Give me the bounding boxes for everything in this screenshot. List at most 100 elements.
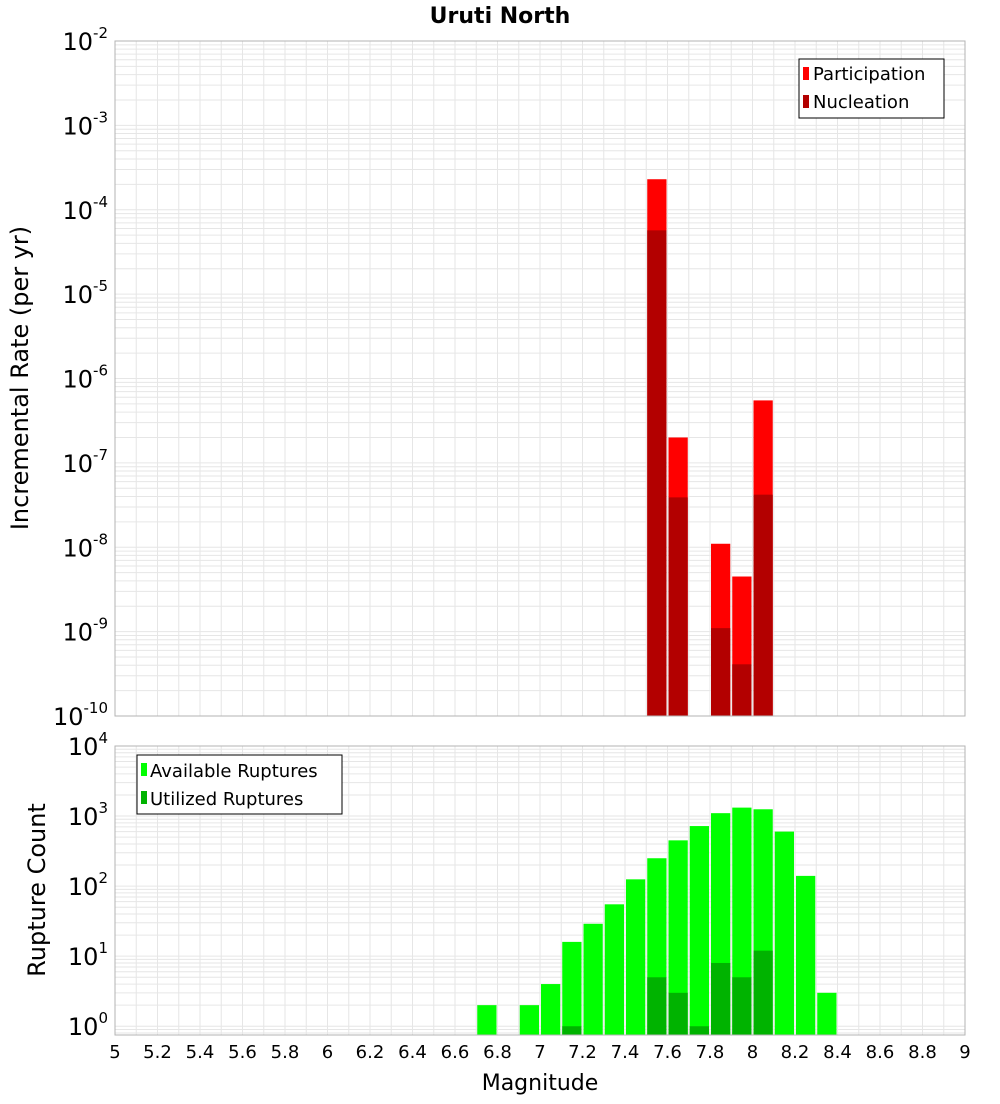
available-legend-swatch — [141, 763, 147, 776]
participation-legend-swatch — [803, 67, 809, 80]
rate-y-tick-base: 10 — [62, 534, 93, 562]
chart-title: Uruti North — [430, 4, 571, 29]
x-axis-label: Magnitude — [482, 1071, 599, 1096]
rate-y-tick-label: 10-9 — [62, 615, 108, 647]
rate-grid — [114, 40, 966, 717]
x-tick-label: 8.8 — [908, 1042, 937, 1063]
count-bar-series1 — [689, 826, 709, 1035]
count-bar-series1 — [604, 904, 624, 1035]
x-axis-ticks: 5 5.2 5.4 5.6 5.8 6 6.2 6.4 6.6 6.8 7 7.2 7.4 7.6 7.8 8… — [109, 1042, 970, 1063]
count-y-tick-base: 10 — [68, 873, 99, 901]
x-tick-label: 5.4 — [186, 1042, 215, 1063]
x-tick-label: 8 — [747, 1042, 758, 1063]
count-bar-series1 — [562, 941, 582, 1035]
x-tick-label: 8.2 — [781, 1042, 810, 1063]
rate-bar-series2 — [711, 628, 731, 716]
rate-y-tick-base: 10 — [62, 450, 93, 478]
rate-legend-box — [798, 58, 945, 119]
count-bar-series1 — [583, 923, 603, 1035]
count-y-tick-base: 10 — [68, 943, 99, 971]
rate-y-axis-label: Incremental Rate (per yr) — [6, 226, 34, 530]
x-tick-label: 7 — [534, 1042, 545, 1063]
rate-y-tick-label: 10-2 — [62, 24, 108, 56]
x-tick-label: 6 — [322, 1042, 333, 1063]
count-bar-series1 — [477, 1005, 497, 1035]
count-y-tick-exponent: 0 — [98, 1009, 108, 1027]
rate-y-tick-label: 10-5 — [62, 277, 108, 309]
x-tick-label: 5.2 — [143, 1042, 172, 1063]
rate-bar-series2 — [668, 497, 688, 716]
rate-bar-series2 — [753, 494, 773, 716]
count-legend: Available Ruptures Utilized Ruptures — [136, 754, 343, 815]
count-plot-frame — [114, 745, 966, 1036]
count-bar-series2 — [668, 992, 688, 1035]
rate-y-tick-exponent: -4 — [93, 193, 108, 211]
count-y-tick-base: 10 — [68, 1013, 99, 1041]
rate-bars — [647, 179, 773, 716]
x-tick-label: 6.6 — [441, 1042, 470, 1063]
rate-y-tick-base: 10 — [62, 28, 93, 56]
count-y-tick-exponent: 1 — [98, 939, 108, 957]
count-y-tick-label: 104 — [68, 729, 108, 761]
x-tick-label: 6.2 — [356, 1042, 385, 1063]
rate-y-tick-label: 10-4 — [62, 193, 108, 225]
x-tick-label: 6.4 — [398, 1042, 427, 1063]
x-tick-label: 5.6 — [228, 1042, 257, 1063]
rate-y-tick-label: 10-10 — [53, 699, 108, 731]
rate-legend: Participation Nucleation — [798, 58, 945, 119]
rate-bar-series2 — [647, 230, 667, 716]
count-bar-series2 — [689, 1026, 709, 1035]
count-bar-series1 — [626, 879, 646, 1035]
count-y-tick-base: 10 — [68, 803, 99, 831]
count-y-tick-label: 100 — [68, 1009, 108, 1041]
rate-y-tick-exponent: -6 — [93, 362, 108, 380]
rate-y-tick-exponent: -8 — [93, 530, 108, 548]
x-tick-label: 5 — [109, 1042, 120, 1063]
x-tick-label: 5.8 — [271, 1042, 300, 1063]
x-tick-label: 8.6 — [866, 1042, 895, 1063]
rate-y-tick-base: 10 — [62, 112, 93, 140]
rate-y-tick-base: 10 — [53, 703, 84, 731]
x-tick-label: 9 — [959, 1042, 970, 1063]
count-bar-series1 — [774, 831, 794, 1035]
rate-y-tick-exponent: -2 — [93, 24, 108, 42]
rate-y-tick-label: 10-3 — [62, 108, 108, 140]
count-bar-series2 — [753, 950, 773, 1035]
count-bar-series1 — [519, 1005, 539, 1035]
count-bar-series2 — [562, 1026, 582, 1035]
count-y-tick-label: 103 — [68, 799, 108, 831]
count-bars — [477, 807, 837, 1035]
rate-y-tick-exponent: -5 — [93, 277, 108, 295]
rate-y-tick-exponent: -3 — [93, 108, 108, 126]
count-y-tick-exponent: 3 — [98, 799, 108, 817]
count-bar-series1 — [796, 875, 816, 1035]
x-tick-label: 8.4 — [823, 1042, 852, 1063]
rate-y-tick-base: 10 — [62, 281, 93, 309]
available-legend-label: Available Ruptures — [150, 761, 318, 782]
count-bar-series1 — [817, 992, 837, 1035]
count-bar-series1 — [668, 840, 688, 1035]
count-bar-series2 — [647, 977, 667, 1035]
rate-bar-series2 — [732, 664, 752, 716]
count-y-tick-exponent: 4 — [98, 729, 108, 747]
count-bar-series2 — [711, 962, 731, 1035]
count-y-axis-label: Rupture Count — [23, 803, 51, 977]
rate-y-tick-base: 10 — [62, 366, 93, 394]
rate-y-tick-base: 10 — [62, 619, 93, 647]
x-tick-label: 6.8 — [483, 1042, 512, 1063]
rate-y-tick-label: 10-7 — [62, 446, 108, 478]
rate-y-tick-exponent: -7 — [93, 446, 108, 464]
count-y-tick-label: 102 — [68, 869, 108, 901]
x-tick-label: 7.8 — [696, 1042, 725, 1063]
x-tick-label: 7.6 — [653, 1042, 682, 1063]
rate-y-tick-exponent: -10 — [84, 699, 109, 717]
count-y-tick-exponent: 2 — [98, 869, 108, 887]
count-y-tick-base: 10 — [68, 733, 99, 761]
rate-y-tick-exponent: -9 — [93, 615, 108, 633]
nucleation-legend-label: Nucleation — [813, 92, 909, 113]
count-bar-series2 — [732, 977, 752, 1035]
